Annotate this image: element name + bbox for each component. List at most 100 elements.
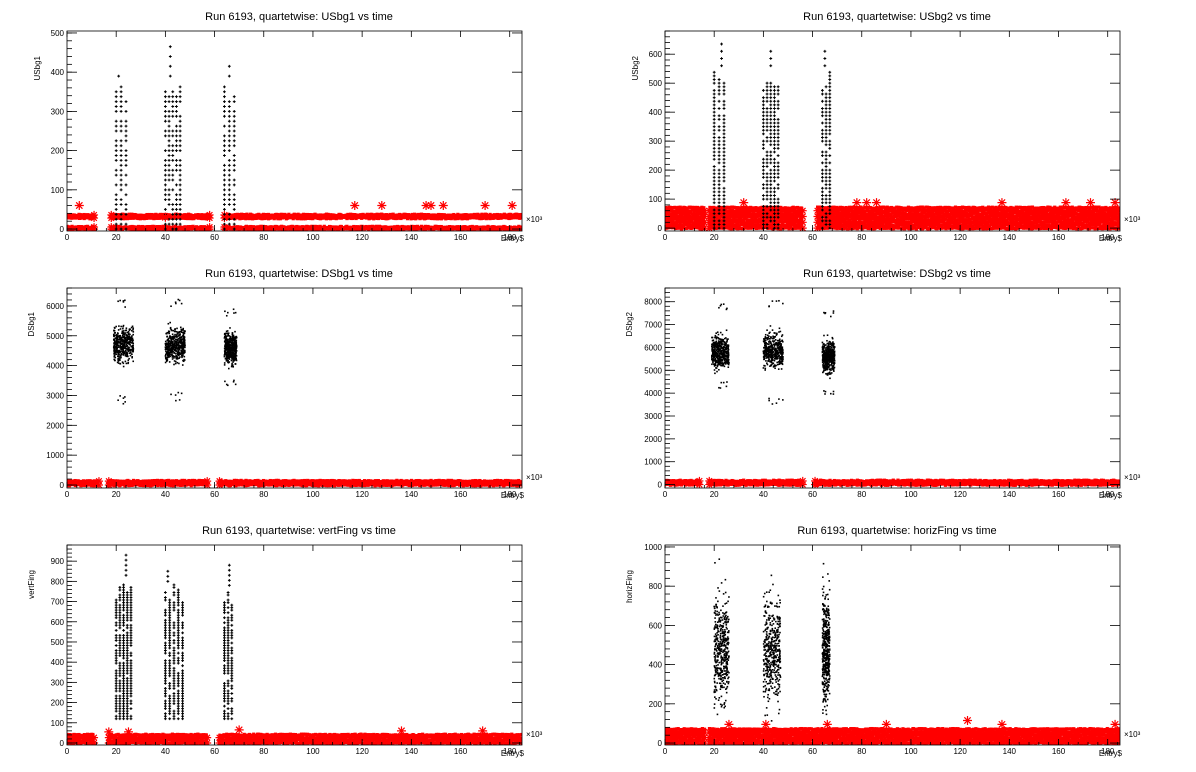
panel-title: Run 6193, quartetwise: USbg1 vs time (205, 11, 393, 23)
x-tick-label: 80 (259, 233, 268, 242)
red-band-point (729, 221, 733, 225)
black-point (119, 109, 123, 113)
red-band-point (357, 225, 361, 230)
black-point (227, 193, 231, 197)
red-band-point (833, 209, 837, 213)
black-point (712, 194, 716, 197)
red-band-point (862, 226, 866, 230)
black-point (114, 159, 118, 162)
red-band-point (755, 218, 759, 222)
red-band-point (1017, 212, 1021, 216)
red-band-point (1112, 212, 1116, 216)
black-point (178, 144, 182, 148)
red-band-point (825, 220, 829, 225)
red-band-point (1106, 206, 1110, 210)
red-band-point (1100, 224, 1104, 228)
red-band-point (492, 225, 496, 229)
black-point (223, 100, 226, 103)
black-point (124, 154, 128, 157)
black-point (119, 90, 123, 94)
red-band-point (1111, 223, 1115, 227)
red-band-point (833, 218, 838, 222)
black-point (114, 154, 118, 157)
black-point (163, 193, 167, 197)
red-band-point (833, 226, 837, 230)
red-band-point (1059, 217, 1063, 221)
red-band-point (981, 221, 985, 225)
black-point (124, 208, 128, 211)
red-band-point (995, 225, 999, 230)
red-band-point (285, 225, 289, 230)
black-point (717, 219, 721, 223)
red-band-point (1008, 214, 1012, 218)
red-band-point (689, 223, 693, 227)
red-band-point (679, 206, 683, 210)
red-band-point (720, 218, 724, 222)
red-band-point (728, 211, 732, 216)
red-band-point (113, 224, 117, 229)
black-point (114, 100, 118, 103)
black-point (717, 150, 721, 154)
black-point (712, 183, 716, 187)
red-band-point (1005, 212, 1009, 216)
red-band-point (844, 205, 848, 210)
red-band-point (488, 217, 492, 221)
red-band-point (939, 218, 943, 222)
black-point (175, 208, 178, 211)
red-band-point (666, 215, 670, 219)
red-band-point (746, 218, 751, 222)
red-band-point (1057, 209, 1062, 213)
red-band-point (256, 215, 260, 219)
red-band-point (998, 205, 1003, 209)
black-point (167, 129, 171, 133)
red-band-point (289, 214, 293, 218)
red-band-point (940, 209, 944, 213)
red-band-point (1104, 215, 1108, 219)
red-band-point (420, 212, 425, 217)
red-band-point (998, 214, 1003, 218)
red-band-point (797, 206, 801, 210)
black-point (124, 183, 128, 187)
black-point (175, 193, 178, 197)
red-band-point (418, 217, 422, 221)
red-outlier-point (507, 201, 517, 211)
black-point (119, 129, 123, 133)
red-band-point (962, 226, 966, 230)
red-band-point (993, 212, 997, 216)
red-band-point (284, 214, 288, 218)
red-band-point (443, 225, 448, 230)
black-point (232, 95, 236, 99)
x-tick-label: 140 (405, 233, 419, 242)
red-band-point (953, 223, 957, 227)
black-point (717, 190, 721, 194)
red-band-point (695, 217, 699, 221)
black-point (171, 173, 175, 177)
red-band-point (1113, 217, 1117, 221)
black-point (171, 109, 175, 113)
red-band-point (781, 212, 786, 216)
red-band-point (1059, 205, 1063, 209)
red-band-point (280, 212, 284, 217)
red-band-point (1021, 224, 1025, 228)
red-band-point (931, 225, 935, 230)
red-band-point (455, 225, 460, 229)
red-band-point (1108, 209, 1112, 213)
black-point (712, 154, 716, 158)
red-band-point (949, 212, 954, 216)
red-band-point (1032, 217, 1036, 222)
red-band-point (328, 217, 333, 221)
red-band-point (1087, 227, 1091, 231)
black-point (163, 173, 167, 177)
black-point (119, 159, 123, 162)
red-band-point (970, 212, 974, 216)
black-point (717, 85, 721, 89)
black-point (227, 198, 231, 202)
black-point (178, 188, 182, 192)
black-point (178, 114, 182, 118)
black-point (717, 179, 721, 183)
black-point (717, 92, 721, 96)
red-band-point (1098, 217, 1102, 221)
red-band-point (174, 225, 178, 229)
x-tick-label: 120 (355, 233, 369, 242)
black-point (223, 139, 226, 143)
